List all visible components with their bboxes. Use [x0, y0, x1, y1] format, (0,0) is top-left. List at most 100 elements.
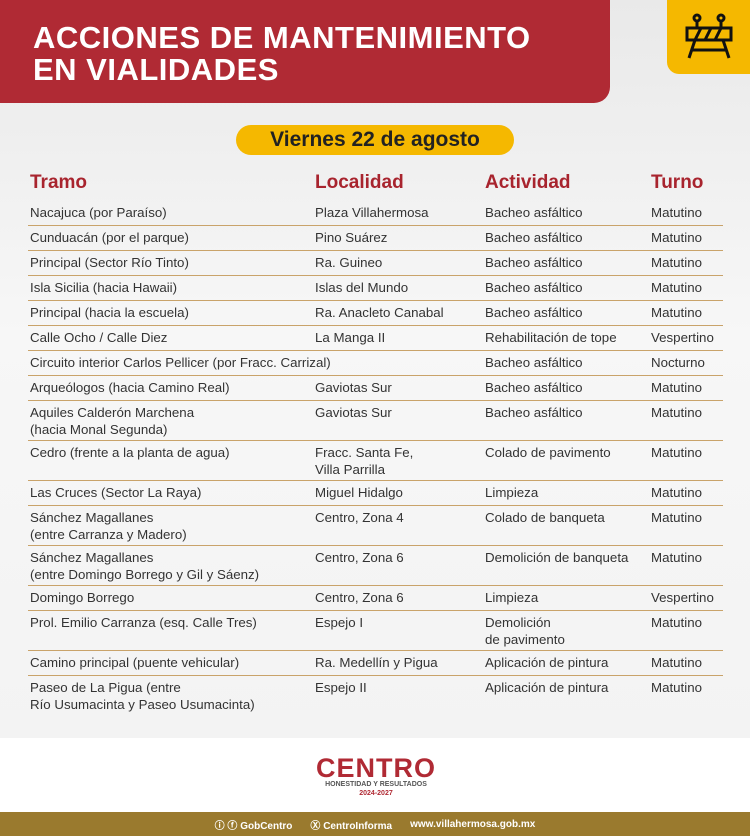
title-line-2: EN VIALIDADES — [33, 52, 279, 87]
cell-tramo: Cunduacán (por el parque) — [30, 230, 189, 245]
social-handle-2: CentroInforma — [323, 820, 393, 832]
cell-actividad: Limpieza — [485, 590, 539, 605]
cell-actividad: Bacheo asfáltico — [485, 255, 583, 270]
header-tramo: Tramo — [30, 172, 88, 193]
table-row: Circuito interior Carlos Pellicer (por F… — [28, 351, 723, 376]
cell-tramo: Nacajuca (por Paraíso) — [30, 205, 167, 220]
cell-actividad: Limpieza — [485, 485, 539, 500]
cell-localidad: La Manga II — [315, 330, 386, 345]
cell-tramo: Principal (hacia la escuela) — [30, 305, 189, 320]
cell-localidad: Gaviotas Sur — [315, 380, 392, 395]
cell-turno: Matutino — [651, 510, 702, 525]
cell-turno: Matutino — [651, 230, 702, 245]
cell-localidad: Centro, Zona 4 — [315, 510, 404, 525]
cell-localidad: Islas del Mundo — [315, 280, 409, 295]
cell-turno: Matutino — [651, 205, 702, 220]
cell-tramo: Prol. Emilio Carranza (esq. Calle Tres) — [30, 615, 257, 630]
table-row: Cedro (frente a la planta de agua) Fracc.… — [28, 441, 723, 481]
title-line-1: ACCIONES DE MANTENIMIENTO — [33, 20, 531, 55]
cell-localidad: Ra. Medellín y Pigua — [315, 655, 438, 670]
table-row: Nacajuca (por Paraíso) Plaza Villahermosa… — [28, 201, 723, 226]
cell-localidad: Ra. Guineo — [315, 255, 383, 270]
cell-localidad: Espejo II — [315, 680, 367, 695]
table-row: Prol. Emilio Carranza (esq. Calle Tres) E… — [28, 611, 723, 651]
cell-localidad: Espejo I — [315, 615, 364, 630]
cell-actividad: Colado de pavimento — [485, 445, 611, 460]
logo-text: CENTRO — [316, 753, 436, 783]
road-barrier-icon — [667, 0, 750, 74]
table-row: Domingo Borrego Centro, Zona 6 Limpieza Ves… — [28, 586, 723, 611]
date-pill: Viernes 22 de agosto — [236, 125, 514, 155]
cell-localidad: Ra. Anacleto Canabal — [315, 305, 444, 320]
social-bar: ⓘ ⓕ GobCentro Ⓧ CentroInforma www.villah… — [0, 812, 750, 836]
header-actividad: Actividad — [485, 172, 571, 193]
cell-turno: Matutino — [651, 680, 702, 695]
logo-slogan: HONESTIDAD Y RESULTADOS — [325, 781, 427, 788]
cell-turno: Vespertino — [651, 330, 714, 345]
page-title: ACCIONES DE MANTENIMIENTO EN VIALIDADES — [33, 22, 531, 86]
cell-turno: Vespertino — [651, 590, 714, 605]
cell-turno: Nocturno — [651, 355, 705, 370]
cell-tramo: Arqueólogos (hacia Camino Real) — [30, 380, 230, 395]
cell-tramo: Calle Ocho / Calle Diez — [30, 330, 168, 345]
cell-tramo: Circuito interior Carlos Pellicer (por F… — [30, 355, 331, 370]
cell-actividad: Bacheo asfáltico — [485, 230, 583, 245]
cell-turno: Matutino — [651, 305, 702, 320]
cell-actividad: Colado de banqueta — [485, 510, 605, 525]
cell-turno: Matutino — [651, 405, 702, 420]
table-row: Sánchez Magallanes (entre Carranza y Mad… — [28, 506, 723, 546]
table-row: Calle Ocho / Calle Diez La Manga II Rehabi… — [28, 326, 723, 351]
cell-tramo: Domingo Borrego — [30, 590, 135, 605]
header-localidad: Localidad — [315, 172, 404, 193]
cell-actividad: Bacheo asfáltico — [485, 205, 583, 220]
cell-actividad: Aplicación de pintura — [485, 655, 609, 670]
social-handle-1: GobCentro — [240, 820, 293, 832]
table-row: Camino principal (puente vehicular) Ra. M… — [28, 651, 723, 676]
cell-localidad: Centro, Zona 6 — [315, 590, 404, 605]
cell-tramo: Las Cruces (Sector La Raya) — [30, 485, 202, 500]
cell-actividad: Bacheo asfáltico — [485, 405, 583, 420]
table-row: Aquiles Calderón Marchena (hacia Monal S… — [28, 401, 723, 441]
cell-actividad: Bacheo asfáltico — [485, 355, 583, 370]
logo-years: 2024-2027 — [359, 790, 393, 797]
cell-turno: Matutino — [651, 550, 702, 565]
cell-turno: Matutino — [651, 380, 702, 395]
cell-actividad: Bacheo asfáltico — [485, 280, 583, 295]
cell-localidad: Fracc. Santa Fe, Villa Parrilla — [315, 445, 414, 477]
table-row: Principal (hacia la escuela) Ra. Anacleto… — [28, 301, 723, 326]
cell-tramo: Isla Sicilia (hacia Hawaii) — [30, 280, 178, 295]
table-row: Sánchez Magallanes (entre Domingo Borreg… — [28, 546, 723, 586]
website-link[interactable]: www.villahermosa.gob.mx — [410, 818, 536, 830]
title-banner: ACCIONES DE MANTENIMIENTO EN VIALIDADES — [0, 0, 610, 103]
table-row: Isla Sicilia (hacia Hawaii) Islas del Mun… — [28, 276, 723, 301]
table-row: Principal (Sector Río Tinto) Ra. Guineo Ba… — [28, 251, 723, 276]
cell-tramo: Aquiles Calderón Marchena (hacia Monal S… — [30, 405, 195, 437]
centro-logo: CENTRO HONESTIDAD Y RESULTADOS 2024-2027 — [316, 755, 436, 798]
cell-tramo: Paseo de La Pigua (entre Río Usumacinta … — [30, 680, 255, 712]
table-row: Las Cruces (Sector La Raya) Miguel Hidalg… — [28, 481, 723, 506]
cell-turno: Matutino — [651, 655, 702, 670]
cell-turno: Matutino — [651, 485, 702, 500]
cell-actividad: Rehabilitación de tope — [485, 330, 617, 345]
cell-localidad: Pino Suárez — [315, 230, 388, 245]
header-turno: Turno — [651, 172, 704, 193]
cell-actividad: Bacheo asfáltico — [485, 305, 583, 320]
maintenance-table: Nacajuca (por Paraíso) Plaza Villahermosa… — [28, 201, 723, 716]
cell-turno: Matutino — [651, 615, 702, 630]
cell-tramo: Sánchez Magallanes (entre Domingo Borreg… — [30, 550, 260, 582]
cell-actividad: Demolición de pavimento — [485, 615, 565, 647]
cell-localidad: Miguel Hidalgo — [315, 485, 403, 500]
cell-turno: Matutino — [651, 255, 702, 270]
cell-tramo: Camino principal (puente vehicular) — [30, 655, 240, 670]
cell-localidad: Plaza Villahermosa — [315, 205, 429, 220]
table-row: Paseo de La Pigua (entre Río Usumacinta … — [28, 676, 723, 716]
cell-turno: Matutino — [651, 280, 702, 295]
social-facebook[interactable]: ⓘ ⓕ GobCentro — [214, 820, 293, 832]
social-x[interactable]: Ⓧ CentroInforma — [310, 820, 393, 832]
cell-localidad: Centro, Zona 6 — [315, 550, 404, 565]
cell-actividad: Demolición de banqueta — [485, 550, 629, 565]
cell-localidad: Gaviotas Sur — [315, 405, 392, 420]
cell-actividad: Aplicación de pintura — [485, 680, 609, 695]
cell-tramo: Sánchez Magallanes (entre Carranza y Mad… — [30, 510, 187, 542]
cell-tramo: Principal (Sector Río Tinto) — [30, 255, 189, 270]
